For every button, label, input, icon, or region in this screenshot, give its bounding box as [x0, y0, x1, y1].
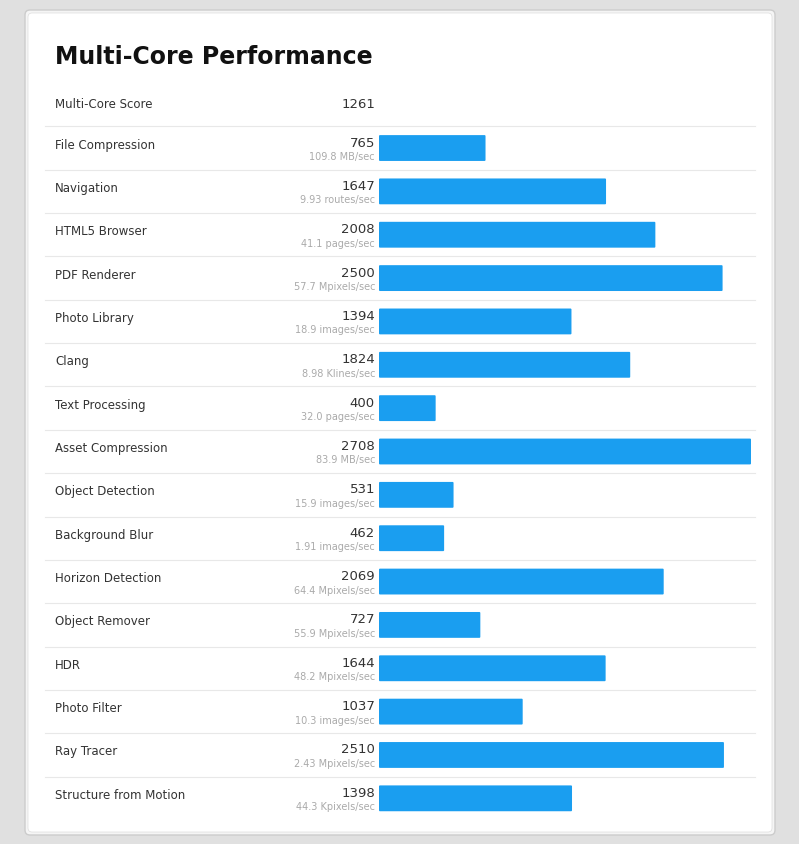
FancyBboxPatch shape	[379, 612, 480, 638]
Text: HDR: HDR	[55, 659, 81, 672]
Text: 1037: 1037	[341, 701, 375, 713]
Text: PDF Renderer: PDF Renderer	[55, 268, 136, 282]
Text: Text Processing: Text Processing	[55, 398, 145, 412]
FancyBboxPatch shape	[379, 699, 523, 724]
FancyBboxPatch shape	[379, 742, 724, 768]
Text: 765: 765	[350, 137, 375, 149]
Text: 32.0 pages/sec: 32.0 pages/sec	[301, 412, 375, 422]
Text: Ray Tracer: Ray Tracer	[55, 745, 117, 759]
Text: Photo Library: Photo Library	[55, 312, 134, 325]
Text: 1647: 1647	[341, 180, 375, 193]
Text: 55.9 Mpixels/sec: 55.9 Mpixels/sec	[293, 629, 375, 639]
FancyBboxPatch shape	[379, 482, 454, 508]
FancyBboxPatch shape	[379, 395, 435, 421]
Text: 8.98 Klines/sec: 8.98 Klines/sec	[301, 369, 375, 379]
Text: 1398: 1398	[341, 787, 375, 800]
Text: 2708: 2708	[341, 440, 375, 453]
Text: 44.3 Kpixels/sec: 44.3 Kpixels/sec	[296, 803, 375, 812]
Text: 109.8 MB/sec: 109.8 MB/sec	[309, 152, 375, 162]
Text: 48.2 Mpixels/sec: 48.2 Mpixels/sec	[294, 673, 375, 682]
FancyBboxPatch shape	[379, 178, 606, 204]
Text: 2500: 2500	[341, 267, 375, 279]
Text: 10.3 images/sec: 10.3 images/sec	[296, 716, 375, 726]
Text: 15.9 images/sec: 15.9 images/sec	[295, 499, 375, 509]
Text: 64.4 Mpixels/sec: 64.4 Mpixels/sec	[294, 586, 375, 596]
Text: 462: 462	[350, 527, 375, 539]
Text: 1394: 1394	[341, 310, 375, 323]
FancyBboxPatch shape	[379, 525, 444, 551]
Text: Structure from Motion: Structure from Motion	[55, 789, 185, 802]
Text: 1644: 1644	[341, 657, 375, 670]
FancyBboxPatch shape	[25, 10, 775, 835]
Text: Horizon Detection: Horizon Detection	[55, 572, 161, 585]
Text: Navigation: Navigation	[55, 182, 119, 195]
Text: 1261: 1261	[341, 98, 375, 111]
Text: 2.43 Mpixels/sec: 2.43 Mpixels/sec	[294, 759, 375, 769]
Text: 2510: 2510	[341, 744, 375, 756]
Text: 400: 400	[350, 397, 375, 409]
Text: 1824: 1824	[341, 354, 375, 366]
Text: Clang: Clang	[55, 355, 89, 368]
Text: 2008: 2008	[341, 223, 375, 236]
FancyBboxPatch shape	[379, 309, 571, 334]
FancyBboxPatch shape	[379, 569, 664, 594]
FancyBboxPatch shape	[379, 439, 751, 464]
FancyBboxPatch shape	[379, 655, 606, 681]
Text: 41.1 pages/sec: 41.1 pages/sec	[301, 239, 375, 249]
FancyBboxPatch shape	[379, 135, 486, 161]
Text: 2069: 2069	[341, 570, 375, 583]
FancyBboxPatch shape	[379, 222, 655, 247]
Text: Background Blur: Background Blur	[55, 528, 153, 542]
Text: 531: 531	[349, 484, 375, 496]
Text: 727: 727	[349, 614, 375, 626]
Text: 57.7 Mpixels/sec: 57.7 Mpixels/sec	[293, 282, 375, 292]
FancyBboxPatch shape	[379, 786, 572, 811]
Text: 18.9 images/sec: 18.9 images/sec	[296, 326, 375, 335]
Text: 9.93 routes/sec: 9.93 routes/sec	[300, 195, 375, 205]
Text: File Compression: File Compression	[55, 138, 155, 152]
FancyBboxPatch shape	[28, 13, 772, 832]
FancyBboxPatch shape	[379, 352, 630, 378]
Text: Asset Compression: Asset Compression	[55, 442, 168, 455]
Text: Object Remover: Object Remover	[55, 615, 150, 629]
Text: Photo Filter: Photo Filter	[55, 702, 121, 715]
Text: Object Detection: Object Detection	[55, 485, 155, 498]
Text: 83.9 MB/sec: 83.9 MB/sec	[316, 456, 375, 466]
Text: 1.91 images/sec: 1.91 images/sec	[296, 542, 375, 552]
FancyBboxPatch shape	[379, 265, 722, 291]
Text: Multi-Core Score: Multi-Core Score	[55, 98, 153, 111]
Text: Multi-Core Performance: Multi-Core Performance	[55, 45, 372, 69]
Text: HTML5 Browser: HTML5 Browser	[55, 225, 147, 238]
